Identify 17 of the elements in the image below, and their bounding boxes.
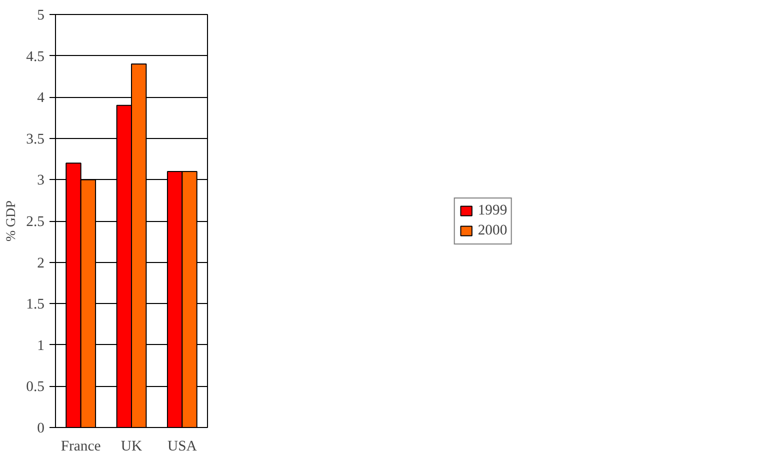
x-tick-label: USA	[168, 438, 198, 454]
y-tick-label: 2.5	[26, 214, 45, 230]
x-tick-label: UK	[120, 438, 142, 454]
y-tick-label: 4	[37, 90, 46, 106]
y-tick-label: 3.5	[26, 131, 45, 148]
x-tick-label: France	[60, 438, 101, 454]
y-tick-label: 4.5	[26, 48, 45, 65]
y-tick-label: 5	[37, 8, 44, 24]
y-tick-label: 3	[37, 172, 44, 189]
legend-label: 1999	[478, 202, 508, 219]
y-tick-label: 2	[37, 255, 44, 272]
y-tick-label: 0	[37, 420, 44, 436]
y-tick-label: 0.5	[26, 379, 45, 396]
y-axis-title: % GDP	[3, 200, 18, 242]
y-tick-label: 1	[37, 338, 44, 354]
y-tick-label: 1.5	[26, 296, 45, 313]
legend-label: 2000	[478, 222, 508, 239]
